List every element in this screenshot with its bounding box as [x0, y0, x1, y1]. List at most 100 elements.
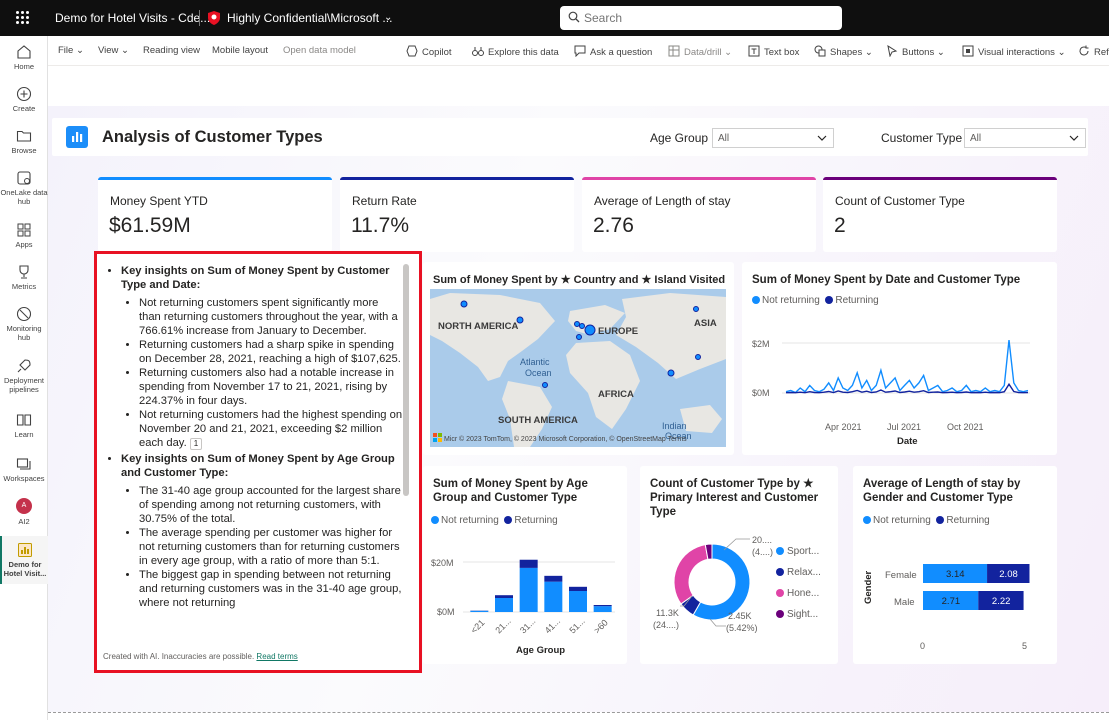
donut-slices[interactable]: [673, 543, 751, 621]
kpi-card-return-rate[interactable]: Return Rate 11.7%: [340, 177, 574, 252]
map-bubble[interactable]: [460, 300, 468, 308]
app-launcher-icon[interactable]: [16, 11, 30, 25]
map-label: Atlantic: [520, 357, 550, 367]
gender-bar-chart[interactable]: Average of Length of stay by Gender and …: [853, 466, 1057, 664]
view-menu[interactable]: View ⌄: [98, 45, 130, 56]
map-canvas[interactable]: NORTH AMERICA EUROPE ASIA Atlantic Ocean…: [430, 289, 726, 447]
data-drill-menu[interactable]: Data/drill ⌄: [668, 45, 732, 58]
rail-item-ai2[interactable]: A AI2: [0, 498, 48, 526]
bar-returning[interactable]: [987, 564, 1030, 583]
series-line-returning[interactable]: [785, 382, 1029, 394]
bar-returning[interactable]: [544, 575, 563, 582]
buttons-menu[interactable]: Buttons ⌄: [886, 45, 945, 58]
map-bubble[interactable]: [576, 334, 582, 340]
map-visual[interactable]: Sum of Money Spent by ★ Country and ★ Is…: [423, 262, 734, 455]
bar-chart-plot[interactable]: $20M $0M <21 21... 31... 41... 51... >60 Age …: [423, 526, 627, 661]
bar-marks[interactable]: 3.14 2.08 2.71 2.22: [923, 564, 1030, 610]
mobile-layout-button[interactable]: Mobile layout: [212, 45, 268, 56]
kpi-card-customer-type-count[interactable]: Count of Customer Type 2: [823, 177, 1057, 252]
y-axis-title: Gender: [863, 570, 874, 604]
map-bubbles[interactable]: [460, 300, 701, 388]
binoculars-icon: [472, 47, 484, 56]
read-terms-link[interactable]: Read terms: [256, 652, 298, 661]
rail-item-browse[interactable]: Browse: [0, 128, 48, 155]
rail-item-onelake[interactable]: OneLake data hub: [0, 170, 48, 206]
scrollbar-thumb[interactable]: [403, 264, 409, 496]
ask-question-button[interactable]: Ask a question: [574, 45, 652, 58]
map-bubble[interactable]: [542, 382, 548, 388]
legend-label[interactable]: Sight...: [787, 609, 818, 620]
gender-chart-plot[interactable]: Gender Female Male 3.14 2.08 2.71 2.22 0 5: [853, 526, 1057, 661]
line-chart-plot[interactable]: $2M $0M Apr 2021 Jul 2021 Oct 2021 Date: [742, 310, 1057, 450]
map-bubble[interactable]: [667, 369, 675, 377]
rail-item-apps[interactable]: Apps: [0, 222, 48, 249]
donut-slice[interactable]: [673, 544, 709, 605]
map-bubble[interactable]: [579, 323, 585, 329]
x-tick-label: 51...: [567, 616, 586, 635]
bar-not-returning[interactable]: [470, 610, 489, 612]
copilot-button[interactable]: Copilot: [406, 45, 452, 58]
donut-slice[interactable]: [704, 543, 713, 560]
map-bubble[interactable]: [516, 316, 524, 324]
bar-not-returning[interactable]: [923, 564, 988, 583]
customer-type-label: Customer Type: [881, 131, 963, 145]
open-data-model-button[interactable]: Open data model: [283, 45, 356, 56]
bar-not-returning[interactable]: [923, 591, 979, 610]
visual-interactions-menu[interactable]: Visual interactions ⌄: [962, 45, 1066, 58]
legend-swatch: [776, 589, 784, 597]
legend-label[interactable]: Relax...: [787, 567, 821, 578]
rail-item-monitoring[interactable]: Monitoring hub: [0, 306, 48, 342]
legend-swatch: [825, 296, 834, 304]
smart-narrative-visual[interactable]: Key insights on Sum of Money Spent by Cu…: [94, 251, 422, 673]
bar-returning[interactable]: [495, 595, 513, 598]
customer-type-slicer[interactable]: All: [964, 128, 1086, 148]
chevron-down-icon[interactable]: ⌄: [384, 12, 393, 23]
series-line-not-returning[interactable]: [785, 340, 1029, 394]
bar-not-returning[interactable]: [495, 598, 513, 612]
bar-returning[interactable]: [978, 591, 1024, 610]
bar-marks[interactable]: [470, 559, 612, 612]
report-name[interactable]: Demo for Hotel Visits - Cde...: [55, 11, 211, 25]
bar-returning[interactable]: [569, 586, 587, 591]
reading-view-button[interactable]: Reading view: [143, 45, 201, 56]
visual-title: Sum of Money Spent by ★ Country and ★ Is…: [433, 274, 726, 286]
legend-label[interactable]: Sport...: [787, 546, 819, 557]
shapes-menu[interactable]: Shapes ⌄: [814, 45, 873, 58]
file-menu[interactable]: File ⌄: [58, 45, 84, 56]
search-input[interactable]: [584, 9, 834, 27]
citation-badge[interactable]: 1: [189, 438, 203, 450]
age-group-slicer[interactable]: All: [712, 128, 834, 148]
map-bubble[interactable]: [584, 324, 596, 336]
rail-item-learn[interactable]: Learn: [0, 412, 48, 439]
rail-item-home[interactable]: Home: [0, 44, 48, 71]
text-box-button[interactable]: Text box: [748, 45, 799, 58]
kpi-card-length-of-stay[interactable]: Average of Length of stay 2.76: [582, 177, 816, 252]
kpi-card-money-spent[interactable]: Money Spent YTD $61.59M: [98, 177, 332, 252]
map-bubble[interactable]: [695, 354, 701, 360]
donut-chart-visual[interactable]: Count of Customer Type by ★ Primary Inte…: [640, 466, 838, 664]
map-bubble[interactable]: [574, 321, 580, 327]
donut-chart-plot[interactable]: 20.... (4....) 11.3K (24....) 2.45K (5.4…: [640, 506, 838, 661]
rail-item-workspaces[interactable]: Workspaces: [0, 456, 48, 483]
rail-item-current-report[interactable]: Demo for Hotel Visit...: [0, 536, 48, 584]
bar-not-returning[interactable]: [569, 591, 587, 612]
sensitivity-label[interactable]: Highly Confidential\Microsoft ...: [227, 11, 393, 25]
bar-returning[interactable]: [593, 605, 612, 607]
map-bubble[interactable]: [693, 306, 699, 312]
kpi-label: Return Rate: [352, 194, 417, 208]
rail-item-create[interactable]: Create: [0, 86, 48, 113]
bar-not-returning[interactable]: [593, 606, 612, 612]
line-chart-visual[interactable]: Sum of Money Spent by Date and Customer …: [742, 262, 1057, 455]
search-box[interactable]: [560, 6, 842, 30]
legend-label[interactable]: Hone...: [787, 588, 819, 599]
rail-item-deployment[interactable]: Deployment pipelines: [0, 358, 48, 394]
bar-not-returning[interactable]: [519, 567, 538, 612]
bar-not-returning[interactable]: [544, 581, 563, 612]
donut-slice[interactable]: [692, 543, 751, 621]
bar-returning[interactable]: [519, 559, 538, 568]
age-group-bar-chart[interactable]: Sum of Money Spent by Age Group and Cust…: [423, 466, 627, 664]
explore-data-button[interactable]: Explore this data: [472, 45, 559, 58]
refresh-button[interactable]: Refr: [1078, 45, 1109, 58]
rail-item-metrics[interactable]: Metrics: [0, 264, 48, 291]
plus-circle-icon: [16, 86, 32, 102]
